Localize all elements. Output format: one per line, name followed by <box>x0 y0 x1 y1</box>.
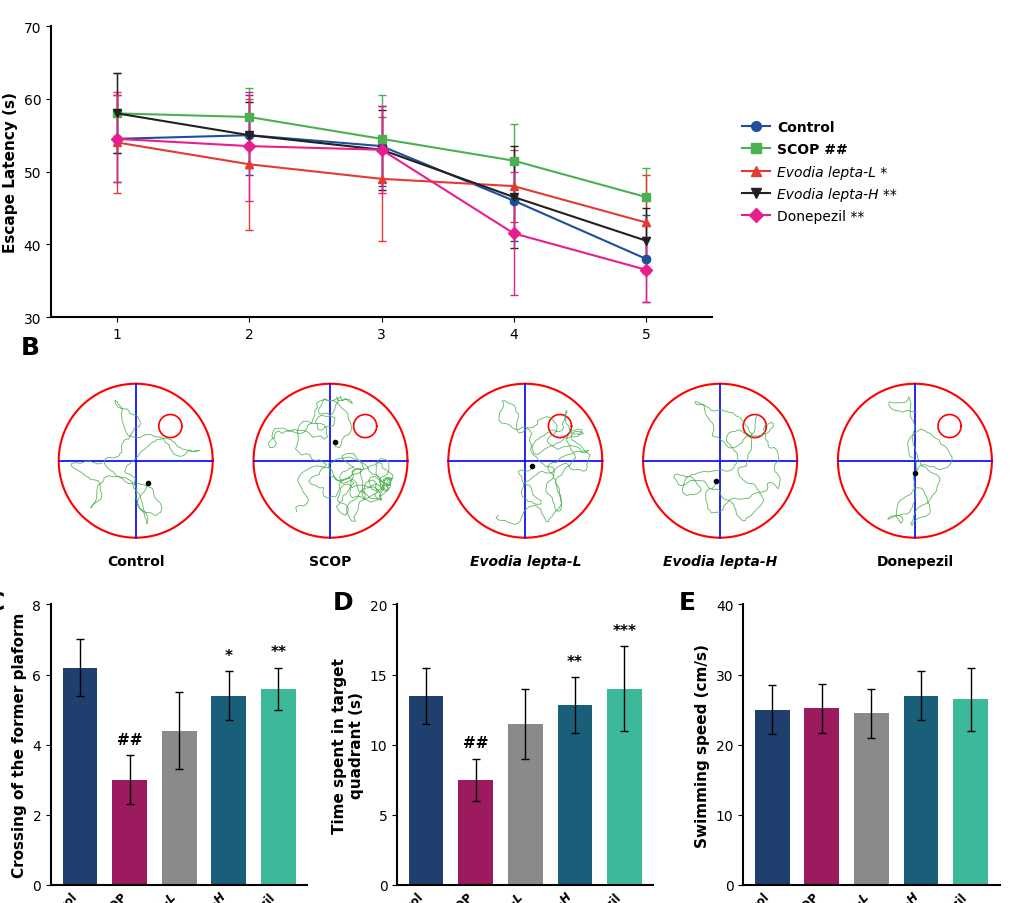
Y-axis label: Crossing of the former plaform: Crossing of the former plaform <box>12 612 26 878</box>
Text: B: B <box>20 336 40 360</box>
Text: D: D <box>332 591 354 615</box>
Bar <box>112 780 147 885</box>
Text: C: C <box>0 591 5 615</box>
Y-axis label: Swimming speed (cm/s): Swimming speed (cm/s) <box>695 643 709 847</box>
Bar <box>409 696 443 885</box>
Text: SCOP: SCOP <box>309 554 352 568</box>
Text: *: * <box>224 648 232 663</box>
Text: **: ** <box>270 645 286 659</box>
Bar <box>458 780 492 885</box>
Text: ##: ## <box>463 735 488 750</box>
Legend: Control, SCOP ##, Evodia lepta-L *, Evodia lepta-H **, Donepezil **: Control, SCOP ##, Evodia lepta-L *, Evod… <box>742 121 896 224</box>
Text: Evodia lepta-H: Evodia lepta-H <box>662 554 776 568</box>
Text: Evodia lepta-L: Evodia lepta-L <box>469 554 581 568</box>
Bar <box>62 668 97 885</box>
Bar <box>557 705 592 885</box>
Bar <box>903 696 937 885</box>
Y-axis label: Escape Latency (s): Escape Latency (s) <box>3 92 18 253</box>
Bar <box>162 731 197 885</box>
Text: E: E <box>679 591 695 615</box>
Text: **: ** <box>567 654 582 669</box>
Text: Donepezil: Donepezil <box>875 554 953 568</box>
Bar <box>606 689 641 885</box>
Bar <box>853 713 888 885</box>
Bar <box>953 699 987 885</box>
Bar <box>507 724 542 885</box>
Text: ***: *** <box>611 623 636 638</box>
Bar <box>754 710 789 885</box>
Bar <box>804 709 839 885</box>
Y-axis label: Time spent in target
quadrant (s): Time spent in target quadrant (s) <box>331 657 364 833</box>
Bar <box>261 689 296 885</box>
Text: Control: Control <box>107 554 164 568</box>
Text: ##: ## <box>117 732 143 747</box>
Bar <box>211 696 246 885</box>
